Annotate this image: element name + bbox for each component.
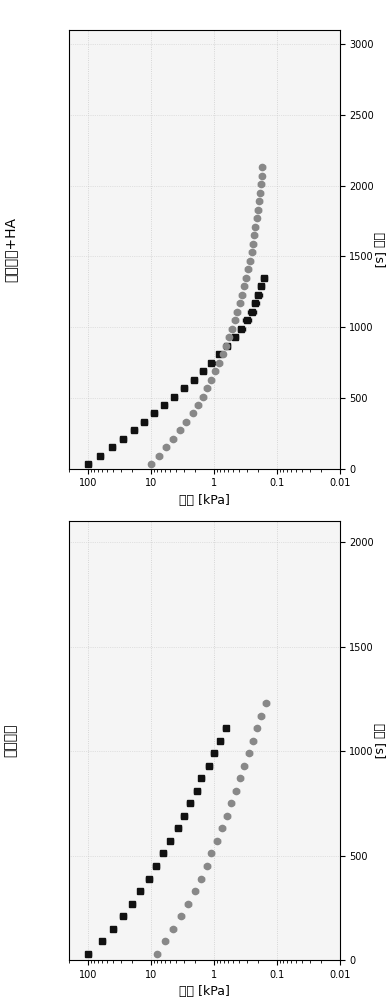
X-axis label: 應變 [kPa]: 應變 [kPa] — [179, 494, 230, 507]
Y-axis label: 時間 [s]: 時間 [s] — [372, 723, 385, 758]
Y-axis label: 時間 [s]: 時間 [s] — [372, 232, 385, 267]
Text: 生物墨水+HA: 生物墨水+HA — [3, 217, 17, 282]
X-axis label: 應變 [kPa]: 應變 [kPa] — [179, 985, 230, 998]
Text: 生物墨水: 生物墨水 — [3, 724, 17, 757]
